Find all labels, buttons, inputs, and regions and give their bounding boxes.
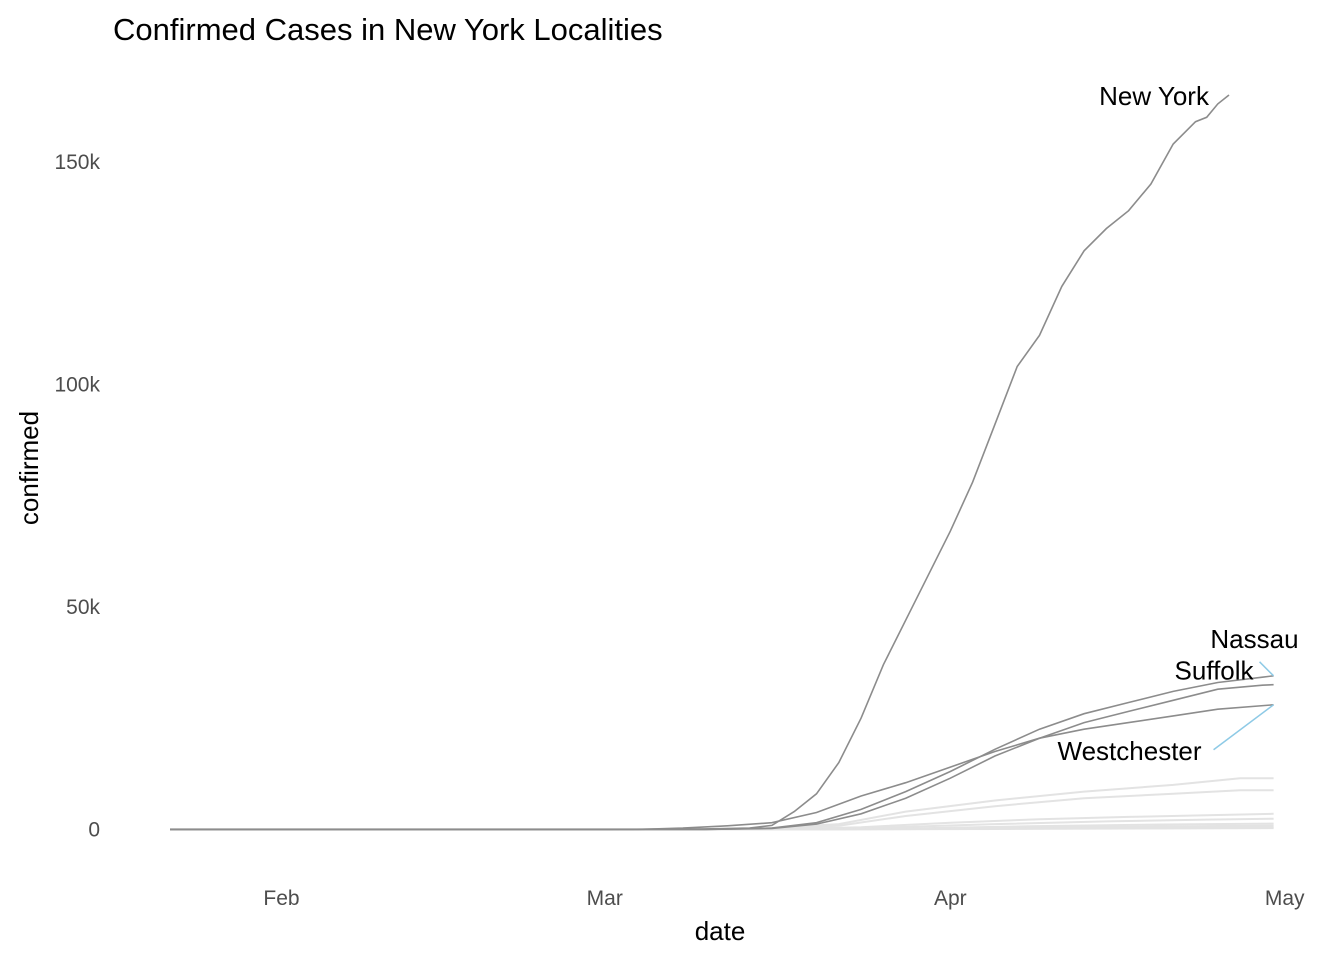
x-tick-label: Mar <box>587 887 623 910</box>
x-tick-label: May <box>1265 887 1305 910</box>
y-tick-label: 0 <box>88 818 100 841</box>
y-axis-tick-labels: 0 50k 100k 150k <box>54 151 100 842</box>
highlighted-series-group <box>170 94 1274 831</box>
leader-line-westchester <box>1213 704 1275 751</box>
x-tick-label: Apr <box>934 887 967 910</box>
series-label-suffolk: Suffolk <box>1175 656 1255 686</box>
minor-series-line <box>170 789 1274 831</box>
x-axis-tick-labels: Feb Mar Apr May <box>263 887 1305 910</box>
label-leader-lines <box>1213 661 1275 751</box>
leader-line-nassau <box>1259 661 1275 677</box>
series-line-westchester <box>170 704 1274 831</box>
y-tick-label: 100k <box>54 373 100 396</box>
series-line-suffolk <box>170 683 1274 831</box>
x-tick-label: Feb <box>263 887 299 910</box>
series-label-new-york: New York <box>1099 81 1210 111</box>
y-tick-label: 150k <box>54 151 100 174</box>
x-axis-title: date <box>695 916 746 946</box>
series-label-nassau: Nassau <box>1210 624 1298 654</box>
series-label-westchester: Westchester <box>1058 736 1202 766</box>
chart-title: Confirmed Cases in New York Localities <box>113 12 663 47</box>
y-axis-title: confirmed <box>14 411 44 525</box>
y-tick-label: 50k <box>66 596 100 619</box>
minor-series-group <box>170 777 1274 831</box>
